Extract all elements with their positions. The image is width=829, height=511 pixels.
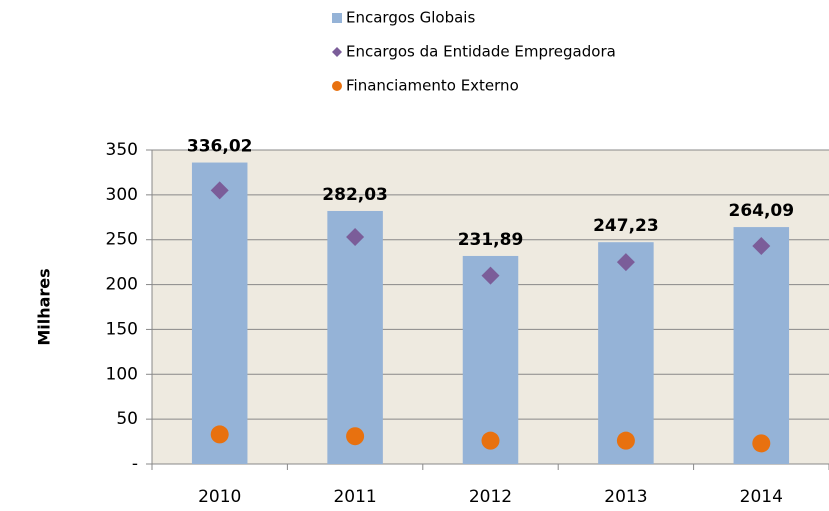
y-tick-label: 50 [116, 409, 138, 429]
y-tick-label: 250 [106, 230, 138, 250]
legend-swatch [332, 47, 342, 57]
y-tick-label: 150 [106, 319, 138, 339]
bar [462, 255, 519, 464]
x-tick-label: 2013 [604, 487, 647, 507]
data-label: 231,89 [458, 230, 524, 250]
diamond-marker [616, 253, 635, 272]
y-tick-label: 100 [106, 364, 138, 384]
bar [733, 227, 790, 464]
circle-marker [616, 431, 635, 450]
legend-swatch [332, 13, 342, 23]
data-label: 264,09 [728, 201, 794, 221]
circle-marker [346, 427, 365, 446]
diamond-marker [346, 228, 365, 247]
data-label: 282,03 [322, 185, 388, 205]
bar [598, 242, 654, 464]
y-axis-label: Milhares [35, 268, 54, 345]
circle-marker [210, 425, 229, 444]
x-tick-label: 2011 [333, 487, 376, 507]
x-tick-label: 2010 [198, 487, 241, 507]
legend-swatch [332, 81, 342, 91]
bar [191, 162, 248, 464]
data-label: 247,23 [593, 216, 659, 236]
legend-label: Encargos Globais [346, 9, 475, 27]
y-tick-label: 350 [106, 140, 138, 160]
y-tick-label: - [132, 454, 138, 474]
circle-marker [481, 431, 500, 450]
x-tick-label: 2014 [740, 487, 783, 507]
diamond-marker [752, 236, 771, 255]
diamond-marker [481, 266, 500, 285]
data-label: 336,02 [187, 137, 253, 157]
x-tick-label: 2012 [469, 487, 512, 507]
diamond-marker [210, 181, 229, 200]
circle-marker [752, 434, 771, 453]
legend-label: Encargos da Entidade Empregadora [346, 43, 616, 61]
legend-label: Financiamento Externo [346, 77, 519, 95]
y-tick-label: 200 [106, 275, 138, 295]
y-tick-label: 300 [106, 185, 138, 205]
bar [327, 210, 383, 464]
